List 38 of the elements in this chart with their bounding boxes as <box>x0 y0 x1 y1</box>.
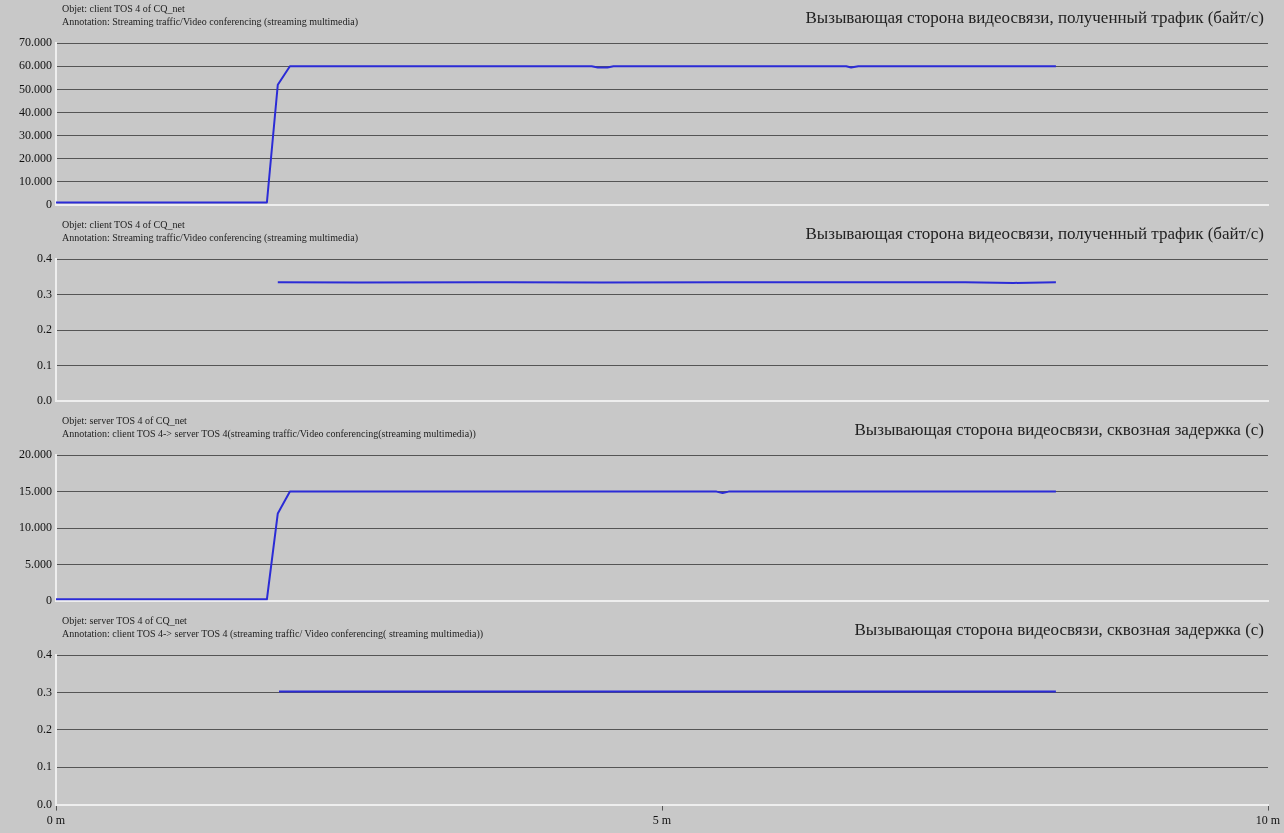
y-tick-label: 20.000 <box>19 447 52 462</box>
text: Objet: server TOS 4 of CQ_net <box>62 414 188 427</box>
chart-title: Вызывающая сторона видеосвязи, полученный трафик (байт/с) <box>805 224 1264 244</box>
y-tick-label: 0.2 <box>37 722 52 737</box>
y-tick-label: 20.000 <box>19 150 52 165</box>
y-tick-label: 50.000 <box>19 81 52 96</box>
y-tick-label: 0 <box>46 196 52 211</box>
text: Annotation: client TOS 4-> server TOS 4 (streaming traffic/ Video conferencing( streaming multimedia)) <box>62 627 484 640</box>
text: Annotation: Streaming traffic/Video conferencing (streaming multimedia) <box>62 15 359 28</box>
y-tick-label: 30.000 <box>19 127 52 142</box>
y-tick-label: 0.0 <box>37 392 52 407</box>
x-tick-label: 5 m <box>652 812 672 827</box>
y-tick-label: 10.000 <box>19 173 52 188</box>
text: Annotation: Streaming traffic/Video conferencing (streaming multimedia) <box>62 231 359 244</box>
y-tick-label: 5.000 <box>25 556 52 571</box>
x-tick-label: 10 m <box>1255 812 1281 827</box>
y-tick-label: 0.3 <box>37 684 52 699</box>
chart-title: Вызывающая сторона видеосвязи, сквозная задержка (с) <box>854 420 1264 440</box>
chart-title: Вызывающая сторона видеосвязи, полученный трафик (байт/с) <box>805 8 1264 28</box>
y-tick-label: 10.000 <box>19 520 52 535</box>
text: Objet: client TOS 4 of CQ_net <box>62 2 186 15</box>
chart-title: Вызывающая сторона видеосвязи, сквозная задержка (с) <box>854 620 1264 640</box>
text: Annotation: client TOS 4-> server TOS 4(streaming traffic/Video conferencing(streaming multimedia)) <box>62 427 476 440</box>
y-tick-label: 70.000 <box>19 35 52 50</box>
text: Objet: client TOS 4 of CQ_net <box>62 218 186 231</box>
y-tick-label: 0.3 <box>37 286 52 301</box>
y-tick-label: 0.1 <box>37 357 52 372</box>
y-tick-label: 0.2 <box>37 322 52 337</box>
y-tick-label: 40.000 <box>19 104 52 119</box>
y-tick-label: 0.4 <box>37 251 52 266</box>
y-tick-label: 0.1 <box>37 759 52 774</box>
x-tick-label: 0 m <box>46 812 66 827</box>
y-tick-label: 0.0 <box>37 796 52 811</box>
text: Objet: server TOS 4 of CQ_net <box>62 614 188 627</box>
y-tick-label: 15.000 <box>19 483 52 498</box>
y-tick-label: 0.4 <box>37 647 52 662</box>
y-tick-label: 0 <box>46 592 52 607</box>
y-tick-label: 60.000 <box>19 58 52 73</box>
